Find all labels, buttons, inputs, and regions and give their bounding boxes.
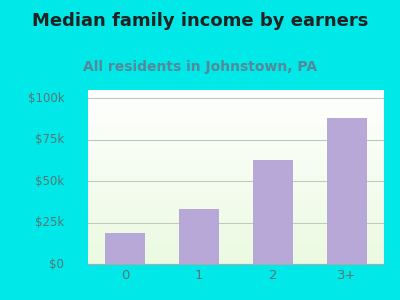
Text: All residents in Johnstown, PA: All residents in Johnstown, PA [83, 60, 317, 74]
Bar [253, 160, 293, 264]
Bar [327, 118, 367, 264]
Text: Median family income by earners: Median family income by earners [32, 12, 368, 30]
Bar [179, 209, 219, 264]
Text: $50k: $50k [35, 175, 64, 188]
Text: $25k: $25k [35, 216, 64, 229]
Text: $100k: $100k [28, 92, 64, 105]
Text: $75k: $75k [35, 133, 64, 146]
Text: $0: $0 [50, 257, 64, 271]
Bar [105, 232, 145, 264]
